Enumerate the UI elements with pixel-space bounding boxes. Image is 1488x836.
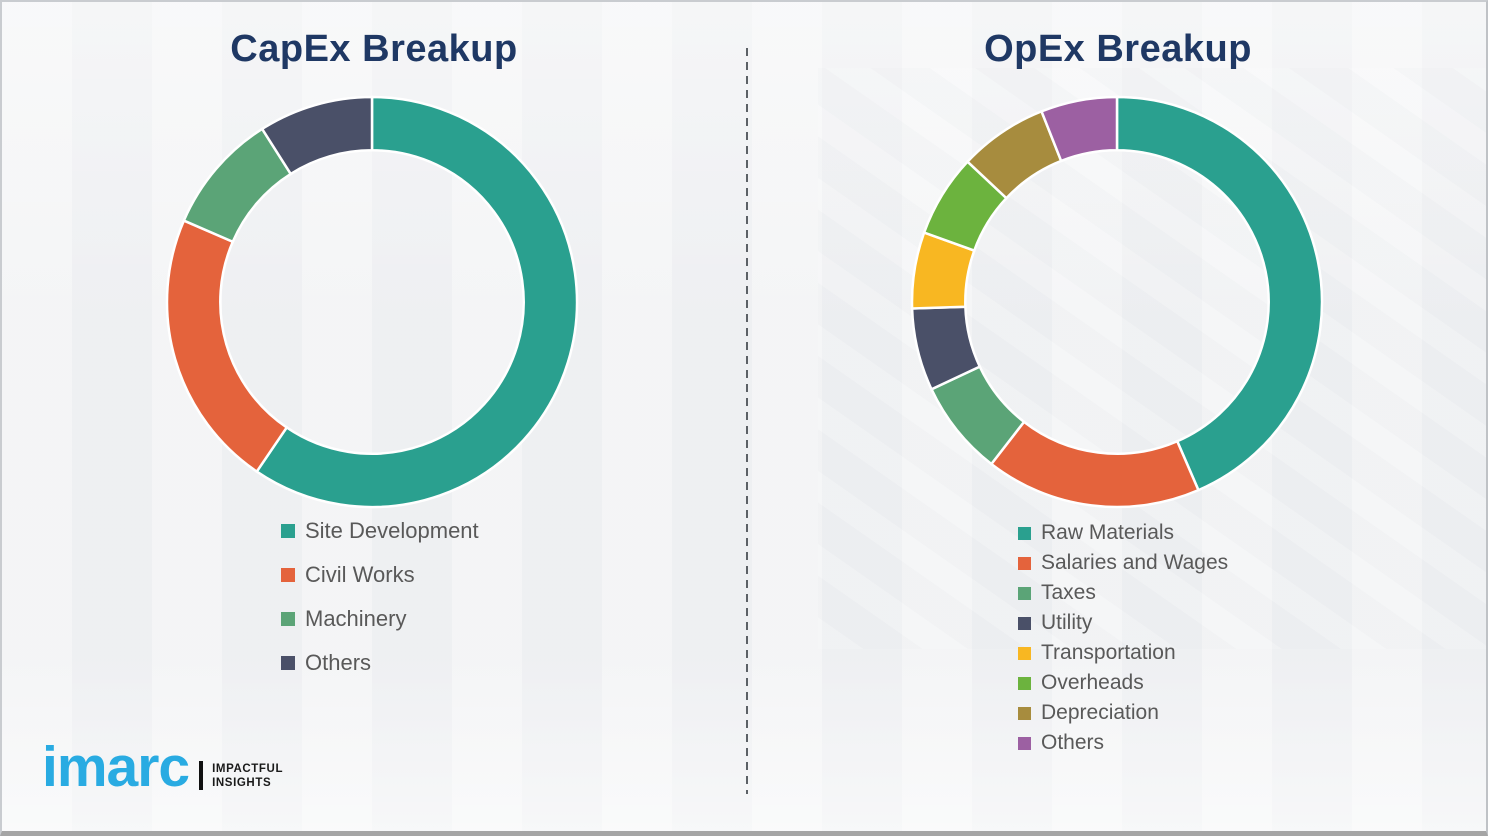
legend-swatch xyxy=(1018,706,1031,720)
legend-label: Site Development xyxy=(305,518,479,543)
logo-separator-bar xyxy=(199,761,204,790)
legend-label: Others xyxy=(1041,731,1105,754)
legend-item: Overheads xyxy=(1018,668,1228,698)
legend-label: Transportation xyxy=(1041,641,1176,664)
opex-donut-chart xyxy=(910,95,1324,509)
legend-item: Transportation xyxy=(1018,638,1228,668)
legend-swatch xyxy=(1018,616,1031,630)
imarc-logo-text: imarc xyxy=(42,734,190,799)
legend-swatch xyxy=(1018,646,1031,660)
legend-item: Civil Works xyxy=(281,553,479,597)
legend-swatch xyxy=(1018,736,1031,750)
donut-segment-raw-materials xyxy=(1115,95,1324,492)
logo-tagline-line2: INSIGHTS xyxy=(212,777,272,790)
legend-item: Depreciation xyxy=(1018,698,1228,728)
capex-legend: Site Development Civil Works Machinery Othe… xyxy=(281,509,479,685)
legend-item: Raw Materials xyxy=(1018,518,1228,548)
legend-swatch xyxy=(281,612,295,626)
legend-label: Salaries and Wages xyxy=(1041,551,1229,574)
legend-label: Machinery xyxy=(305,606,407,631)
legend-label: Overheads xyxy=(1041,671,1144,694)
legend-item: Utility xyxy=(1018,608,1228,638)
capex-chart-title: CapEx Breakup xyxy=(230,28,518,70)
legend-item: Others xyxy=(1018,728,1228,758)
legend-swatch xyxy=(281,568,295,582)
legend-swatch xyxy=(1018,676,1031,690)
donut-segment-civil-works xyxy=(165,218,289,474)
logo-tagline-line1: IMPACTFUL xyxy=(212,763,284,776)
legend-label: Taxes xyxy=(1041,581,1096,604)
legend-item: Site Development xyxy=(281,509,479,553)
legend-item: Machinery xyxy=(281,597,479,641)
legend-label: Raw Materials xyxy=(1041,521,1175,544)
donut-segment-others xyxy=(1039,95,1119,163)
legend-label: Others xyxy=(305,650,372,675)
legend-swatch xyxy=(281,656,295,670)
donut-segment-others xyxy=(260,95,374,176)
legend-swatch xyxy=(281,524,295,538)
imarc-logo: imarc IMPACTFUL INSIGHTS xyxy=(42,731,283,799)
donut-segment-salaries-and-wages xyxy=(989,420,1201,509)
legend-item: Salaries and Wages xyxy=(1018,548,1228,578)
legend-swatch xyxy=(1018,526,1031,540)
capex-donut-chart xyxy=(165,95,579,509)
legend-swatch xyxy=(1018,586,1031,600)
legend-swatch xyxy=(1018,556,1031,570)
legend-item: Taxes xyxy=(1018,578,1228,608)
opex-chart-title: OpEx Breakup xyxy=(984,28,1252,70)
donut-segment-site-development xyxy=(255,95,579,509)
legend-label: Civil Works xyxy=(305,562,415,587)
legend-label: Utility xyxy=(1041,611,1093,634)
logo-tagline: IMPACTFUL INSIGHTS xyxy=(212,763,283,791)
legend-item: Others xyxy=(281,641,479,685)
divider-dashed-line xyxy=(746,48,748,794)
opex-legend: Raw Materials Salaries and Wages Taxes Util… xyxy=(1018,518,1228,758)
legend-label: Depreciation xyxy=(1041,701,1159,724)
